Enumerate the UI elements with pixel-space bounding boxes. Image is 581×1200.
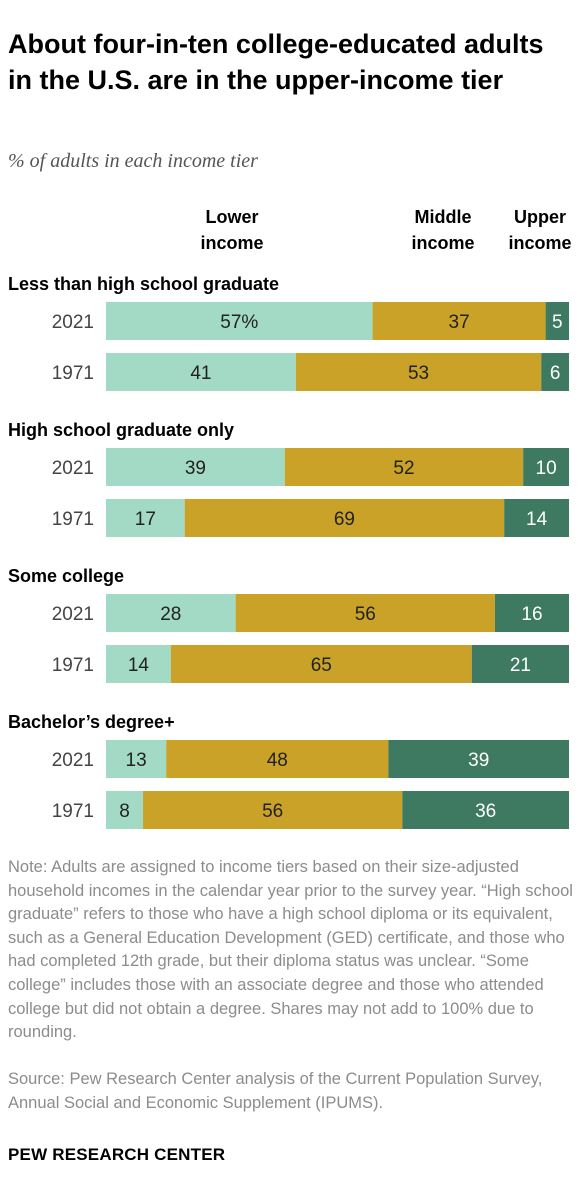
data-label-upper-bachelor-s-degree-2021: 39: [468, 750, 489, 771]
data-label-lower-less-than-high-school-graduate-1971: 41: [190, 363, 211, 384]
bar-segment-upper-bachelor-s-degree-1971: [402, 791, 569, 829]
chart-subtitle: % of adults in each income tier: [8, 150, 258, 172]
bar-segment-middle-bachelor-s-degree-1971: [143, 791, 403, 829]
group-label-high-school-graduate-only: High school graduate only: [8, 420, 234, 440]
bar-segment-lower-high-school-graduate-only-2021: [106, 448, 285, 486]
bar-segment-lower-some-college-1971: [106, 645, 171, 683]
bar-segment-upper-high-school-graduate-only-2021: [523, 448, 569, 486]
data-label-upper-high-school-graduate-only-2021: 10: [536, 458, 557, 479]
legend-middle-income: Middle income: [411, 207, 475, 253]
data-label-upper-some-college-2021: 16: [521, 604, 542, 625]
bar-segment-lower-less-than-high-school-graduate-2021: [106, 302, 373, 340]
data-label-upper-bachelor-s-degree-1971: 36: [475, 801, 496, 822]
year-label-1971: 1971: [52, 801, 94, 822]
data-label-lower-bachelor-s-degree-2021: 13: [126, 750, 147, 771]
data-label-lower-high-school-graduate-only-2021: 39: [185, 458, 206, 479]
data-label-middle-some-college-2021: 56: [355, 604, 376, 625]
chart-title: About four-in-ten college-educated adult…: [8, 29, 544, 95]
bar-segment-lower-less-than-high-school-graduate-1971: [106, 353, 296, 391]
data-label-upper-high-school-graduate-only-1971: 14: [526, 509, 548, 530]
data-label-lower-high-school-graduate-only-1971: 17: [135, 509, 156, 530]
bar-segment-lower-bachelor-s-degree-2021: [106, 740, 167, 778]
year-label-2021: 2021: [52, 750, 94, 771]
group-label-bachelor-s-degree: Bachelor’s degree+: [8, 712, 175, 732]
bar-segment-middle-some-college-2021: [235, 594, 495, 632]
data-label-middle-some-college-1971: 65: [311, 655, 332, 676]
data-label-middle-high-school-graduate-only-2021: 52: [393, 458, 414, 479]
data-label-lower-less-than-high-school-graduate-2021: 57%: [220, 312, 258, 333]
bar-segment-lower-some-college-2021: [106, 594, 236, 632]
data-label-middle-bachelor-s-degree-1971: 56: [262, 801, 283, 822]
bar-segment-middle-high-school-graduate-only-2021: [284, 448, 524, 486]
year-label-1971: 1971: [52, 509, 94, 530]
data-label-upper-less-than-high-school-graduate-1971: 6: [550, 363, 561, 384]
group-label-less-than-high-school-graduate: Less than high school graduate: [8, 274, 279, 294]
publisher-logo-text: PEW RESEARCH CENTER: [8, 1145, 226, 1164]
bar-segment-upper-high-school-graduate-only-1971: [504, 499, 569, 537]
data-label-upper-some-college-1971: 21: [510, 655, 531, 676]
chart-source: Source: Pew Research Center analysis of …: [8, 1070, 543, 1112]
bar-segment-upper-some-college-1971: [471, 645, 569, 683]
bar-segment-middle-less-than-high-school-graduate-1971: [295, 353, 542, 391]
bar-segment-upper-bachelor-s-degree-2021: [388, 740, 569, 778]
stacked-bar-chart: Less than high school graduate 2021 57% 37 5…: [8, 274, 569, 829]
bar-segment-middle-high-school-graduate-only-1971: [184, 499, 505, 537]
year-label-2021: 2021: [52, 312, 94, 333]
bar-segment-upper-less-than-high-school-graduate-2021: [545, 302, 569, 340]
data-label-middle-bachelor-s-degree-2021: 48: [267, 750, 288, 771]
bar-segment-upper-less-than-high-school-graduate-1971: [541, 353, 569, 391]
group-label-some-college: Some college: [8, 566, 124, 586]
year-label-2021: 2021: [52, 604, 94, 625]
legend-lower-income: Lower income: [200, 207, 264, 253]
year-label-1971: 1971: [52, 363, 94, 384]
legend-upper-income: Upper income: [508, 207, 572, 253]
data-label-middle-high-school-graduate-only-1971: 69: [334, 509, 355, 530]
bar-segment-middle-bachelor-s-degree-2021: [166, 740, 389, 778]
data-label-middle-less-than-high-school-graduate-2021: 37: [449, 312, 470, 333]
data-label-lower-some-college-1971: 14: [128, 655, 150, 676]
chart-note: Note: Adults are assigned to income tier…: [8, 858, 573, 1042]
bar-segment-lower-bachelor-s-degree-1971: [106, 791, 144, 829]
bar-segment-lower-high-school-graduate-only-1971: [106, 499, 185, 537]
bar-segment-middle-less-than-high-school-graduate-2021: [372, 302, 546, 340]
data-label-upper-less-than-high-school-graduate-2021: 5: [552, 312, 563, 333]
bar-segment-upper-some-college-2021: [494, 594, 569, 632]
data-label-lower-some-college-2021: 28: [160, 604, 181, 625]
bar-segment-middle-some-college-1971: [170, 645, 472, 683]
year-label-1971: 1971: [52, 655, 94, 676]
data-label-lower-bachelor-s-degree-1971: 8: [119, 801, 130, 822]
year-label-2021: 2021: [52, 458, 94, 479]
data-label-middle-less-than-high-school-graduate-1971: 53: [408, 363, 429, 384]
